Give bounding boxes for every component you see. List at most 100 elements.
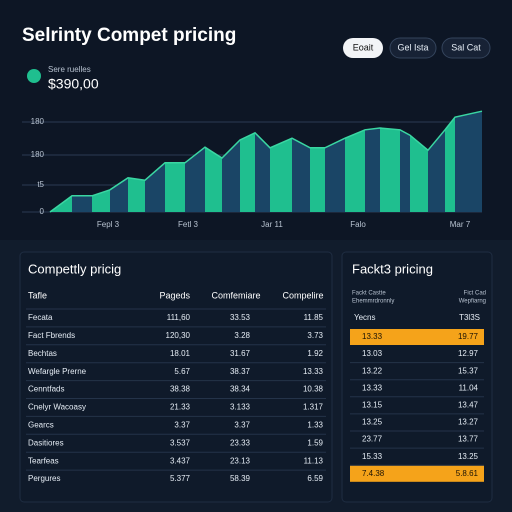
right-card bbox=[341, 251, 493, 503]
row-highlight bbox=[350, 329, 484, 345]
stat-icon bbox=[27, 69, 41, 83]
area-stripe bbox=[205, 147, 222, 212]
area-stripe bbox=[410, 135, 428, 212]
area-stripe bbox=[255, 132, 270, 212]
table-cell: 13.33 bbox=[303, 367, 324, 376]
table-cell: 13.22 bbox=[362, 366, 383, 375]
area-stripe bbox=[345, 129, 365, 212]
table-cell: Pergures bbox=[28, 474, 60, 483]
table-cell: 10.38 bbox=[303, 385, 324, 394]
table-cell: 13.03 bbox=[362, 349, 383, 358]
table-cell: 38.37 bbox=[230, 367, 251, 376]
y-tick-label: 180 bbox=[31, 117, 45, 126]
column-header: Fackt Castte bbox=[352, 291, 386, 297]
area-stripe bbox=[400, 129, 410, 212]
area-stripe bbox=[110, 177, 128, 212]
column-header: Pageds bbox=[159, 290, 190, 300]
table-cell: Cnelyr Wacoasy bbox=[28, 403, 86, 412]
table-cell: 11.13 bbox=[304, 456, 324, 465]
y-tick-label: t5 bbox=[37, 180, 44, 189]
table-cell: 5.8.61 bbox=[456, 469, 479, 478]
area-stripe bbox=[240, 132, 255, 212]
table-cell: 33.53 bbox=[230, 313, 251, 322]
area-stripe bbox=[310, 147, 325, 212]
area-stripe bbox=[72, 195, 92, 212]
area-line bbox=[49, 110, 483, 213]
column-header: Fict Cad bbox=[464, 291, 486, 297]
x-tick-label: Falo bbox=[350, 220, 366, 229]
table-cell: 58.39 bbox=[230, 474, 251, 483]
table-cell: Wefargle Prerne bbox=[28, 367, 87, 376]
area-stripe bbox=[428, 129, 445, 212]
x-tick-label: Fepl 3 bbox=[97, 220, 120, 229]
table-cell: 11.85 bbox=[304, 313, 324, 322]
stat-value: $390,00 bbox=[48, 76, 99, 92]
y-tick-label: 180 bbox=[31, 150, 45, 159]
table-cell: 23.77 bbox=[362, 435, 383, 444]
table-cell: 120,30 bbox=[166, 331, 191, 340]
left-card bbox=[19, 251, 333, 503]
area-stripe bbox=[445, 117, 455, 212]
table-cell: 5.67 bbox=[174, 367, 190, 376]
area-stripe bbox=[325, 138, 345, 212]
column-header: Comfemiare bbox=[211, 290, 260, 300]
table-cell: 18.01 bbox=[170, 349, 191, 358]
column-header: Tafle bbox=[28, 290, 47, 300]
table-cell: 38.38 bbox=[170, 385, 191, 394]
table-cell: Fecata bbox=[28, 313, 53, 322]
table-cell: 3.537 bbox=[170, 438, 191, 447]
table-cell: 13.15 bbox=[362, 401, 383, 410]
table-cell: Yecns bbox=[354, 313, 376, 322]
column-header: Wepfiarng bbox=[459, 299, 486, 305]
table-cell: Cenntfads bbox=[28, 385, 64, 394]
area-stripe bbox=[270, 138, 292, 212]
table-cell: 7.4.38 bbox=[362, 469, 385, 478]
area-stripe bbox=[165, 162, 185, 212]
area-stripe bbox=[380, 128, 400, 212]
table-cell: Gearcs bbox=[28, 421, 54, 430]
table-cell: T3l3S bbox=[459, 313, 480, 322]
table-cell: Dasitiores bbox=[28, 438, 64, 447]
table-cell: 3.37 bbox=[174, 421, 190, 430]
column-header: Ehemmrdronnly bbox=[352, 299, 394, 305]
y-tick-label: 0 bbox=[40, 207, 45, 216]
table-cell: 15.37 bbox=[458, 366, 479, 375]
table-title: Compettly pricig bbox=[28, 261, 121, 276]
x-tick-label: Fetl 3 bbox=[178, 220, 199, 229]
table-cell: 3.37 bbox=[234, 421, 250, 430]
table-cell: 3.28 bbox=[234, 331, 250, 340]
table-cell: Tearfeas bbox=[28, 456, 59, 465]
table-title: Fackt3 pricing bbox=[352, 261, 433, 276]
table-cell: 13.25 bbox=[362, 418, 383, 427]
table-cell: 1.317 bbox=[303, 403, 324, 412]
table-cell: 13.27 bbox=[458, 418, 479, 427]
area-stripe bbox=[92, 189, 110, 212]
table-cell: 1.59 bbox=[307, 438, 323, 447]
table-cell: 13.25 bbox=[458, 452, 479, 461]
x-tick-label: Jar 11 bbox=[261, 220, 283, 229]
table-cell: 3.133 bbox=[230, 403, 251, 412]
button[interactable] bbox=[389, 37, 437, 59]
stat-label: Sere ruelles bbox=[48, 65, 91, 74]
table-cell: 5.377 bbox=[170, 474, 191, 483]
button-label[interactable]: Gel Ista bbox=[397, 42, 428, 52]
table-cell: 13.33 bbox=[362, 383, 383, 392]
button-label[interactable]: Sal Cat bbox=[451, 42, 481, 52]
table-cell: 3.437 bbox=[170, 456, 191, 465]
button[interactable] bbox=[441, 37, 491, 59]
x-tick-label: Mar 7 bbox=[450, 220, 471, 229]
table-cell: Fact Fbrends bbox=[28, 331, 75, 340]
area-stripe bbox=[222, 140, 240, 212]
table-cell: 23.33 bbox=[230, 438, 251, 447]
table-cell: 13.77 bbox=[458, 435, 479, 444]
table-cell: 13.47 bbox=[458, 401, 479, 410]
table-cell: 6.59 bbox=[307, 474, 323, 483]
area-stripe bbox=[185, 147, 205, 212]
table-cell: 3.73 bbox=[307, 331, 323, 340]
button[interactable] bbox=[343, 38, 383, 58]
area-stripe bbox=[128, 177, 145, 212]
table-cell: 15.33 bbox=[362, 452, 383, 461]
button-label[interactable]: Eoait bbox=[353, 42, 374, 52]
table-cell: 11.04 bbox=[459, 383, 479, 392]
